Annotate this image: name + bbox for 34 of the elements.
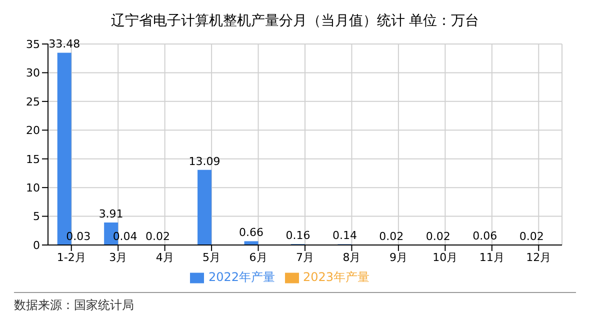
y-tick-label: 15: [26, 152, 40, 166]
x-tick-label: 5月: [202, 250, 221, 264]
data-label: 0.02: [146, 230, 170, 243]
legend-label: 2022年产量: [208, 270, 275, 284]
chart-title: 辽宁省电子计算机整机产量分月（当月值）统计 单位：万台: [110, 12, 480, 31]
x-tick-label: 4月: [156, 250, 174, 264]
data-label: 3.91: [98, 208, 124, 221]
source-note: 数据来源：国家统计局: [14, 298, 134, 312]
x-tick-label: 9月: [389, 250, 408, 264]
data-label: 0.66: [239, 226, 264, 240]
data-label: 0.14: [332, 229, 357, 242]
data-label: 13.09: [188, 154, 220, 168]
data-label: 0.02: [426, 230, 450, 243]
x-tick-label: 11月: [479, 250, 504, 264]
x-tick-label: 8月: [342, 250, 361, 264]
x-tick-label: 6月: [249, 250, 268, 264]
y-tick-label: 20: [26, 124, 40, 138]
y-tick-label: 5: [33, 210, 40, 224]
x-tick-label: 1-2月: [56, 250, 86, 264]
x-tick-label: 10月: [432, 250, 458, 264]
data-label: 0.02: [379, 230, 404, 243]
legend-label: 2023年产量: [303, 270, 370, 284]
data-label: 0.02: [519, 230, 544, 243]
y-tick-label: 25: [26, 95, 40, 108]
y-tick-label: 35: [26, 38, 40, 51]
data-label: 0.16: [286, 229, 310, 242]
y-tick-label: 0: [33, 238, 40, 252]
data-label: 0.06: [472, 230, 498, 243]
x-tick-label: 12月: [526, 250, 552, 264]
data-label: 33.48: [48, 38, 80, 51]
y-tick-label: 10: [26, 181, 40, 194]
x-tick-label: 7月: [296, 250, 314, 264]
x-tick-label: 3月: [109, 250, 128, 264]
y-tick-label: 30: [26, 66, 40, 80]
